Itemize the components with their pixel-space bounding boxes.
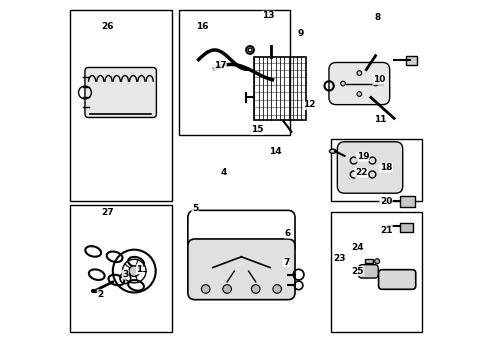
Circle shape	[223, 285, 231, 293]
Text: 12: 12	[303, 100, 316, 109]
Bar	[254, 58, 306, 120]
FancyBboxPatch shape	[85, 67, 156, 117]
Bar	[70, 205, 172, 332]
Text: 13: 13	[262, 11, 274, 20]
Text: 22: 22	[355, 168, 368, 177]
Bar	[331, 139, 422, 202]
Text: 11: 11	[374, 115, 387, 124]
Text: 6: 6	[285, 229, 291, 238]
FancyBboxPatch shape	[188, 239, 295, 300]
Bar	[365, 259, 373, 263]
FancyBboxPatch shape	[359, 265, 378, 278]
Circle shape	[357, 71, 362, 76]
Bar	[400, 196, 415, 207]
Text: 14: 14	[269, 147, 282, 156]
Circle shape	[341, 81, 345, 86]
Text: 3: 3	[122, 270, 128, 279]
FancyBboxPatch shape	[329, 63, 390, 105]
Text: 19: 19	[357, 152, 369, 161]
Text: 1: 1	[137, 265, 143, 274]
Text: 7: 7	[283, 258, 289, 267]
Circle shape	[129, 266, 140, 276]
Bar	[179, 10, 290, 135]
Text: 9: 9	[297, 29, 304, 38]
Circle shape	[251, 285, 260, 293]
Text: 5: 5	[192, 204, 198, 213]
Text: 25: 25	[351, 267, 364, 276]
Text: 4: 4	[220, 168, 227, 177]
Circle shape	[375, 259, 380, 264]
Bar	[70, 10, 172, 202]
Text: 24: 24	[351, 243, 364, 252]
Circle shape	[373, 81, 378, 86]
Text: 21: 21	[380, 225, 392, 234]
Text: 20: 20	[380, 197, 392, 206]
Text: 17: 17	[214, 61, 226, 70]
Circle shape	[201, 285, 210, 293]
Text: 16: 16	[196, 22, 208, 31]
Text: 26: 26	[101, 22, 114, 31]
Text: 23: 23	[333, 254, 346, 263]
Text: 15: 15	[251, 126, 264, 135]
Text: 2: 2	[97, 290, 103, 299]
Text: 8: 8	[374, 13, 380, 22]
Bar	[331, 212, 422, 332]
Ellipse shape	[329, 149, 336, 153]
FancyBboxPatch shape	[337, 142, 403, 193]
Circle shape	[273, 285, 281, 293]
FancyBboxPatch shape	[379, 270, 416, 289]
Circle shape	[357, 92, 362, 96]
Bar	[400, 223, 413, 232]
Text: 10: 10	[373, 76, 385, 85]
Text: 18: 18	[380, 163, 392, 172]
Bar	[406, 56, 417, 65]
Text: 27: 27	[101, 208, 114, 217]
